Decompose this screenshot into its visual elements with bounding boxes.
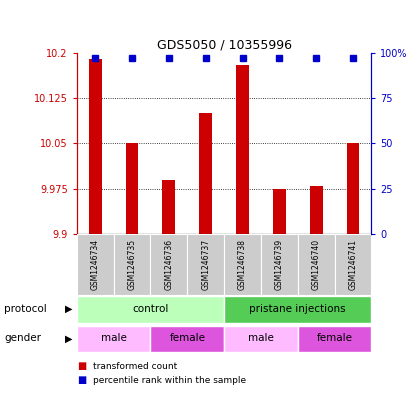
Text: ■: ■ xyxy=(77,375,86,385)
Text: GSM1246741: GSM1246741 xyxy=(349,239,357,290)
Text: GSM1246740: GSM1246740 xyxy=(312,239,321,290)
Text: GSM1246736: GSM1246736 xyxy=(164,239,173,290)
Text: ▶: ▶ xyxy=(65,304,72,314)
Bar xyxy=(298,234,334,295)
Bar xyxy=(298,326,371,352)
Bar xyxy=(126,143,139,234)
Bar xyxy=(310,185,322,234)
Bar xyxy=(236,65,249,234)
Bar xyxy=(224,296,371,323)
Text: ▶: ▶ xyxy=(65,333,72,343)
Text: GSM1246738: GSM1246738 xyxy=(238,239,247,290)
Text: GSM1246739: GSM1246739 xyxy=(275,239,284,290)
Bar xyxy=(199,113,212,234)
Bar xyxy=(77,296,224,323)
Text: protocol: protocol xyxy=(4,304,47,314)
Bar xyxy=(162,180,175,234)
Text: pristane injections: pristane injections xyxy=(249,304,346,314)
Text: percentile rank within the sample: percentile rank within the sample xyxy=(93,376,247,385)
Bar xyxy=(224,326,298,352)
Text: female: female xyxy=(317,333,353,343)
Bar xyxy=(334,234,371,295)
Text: gender: gender xyxy=(4,333,41,343)
Text: ■: ■ xyxy=(77,361,86,371)
Text: male: male xyxy=(248,333,274,343)
Bar xyxy=(114,234,151,295)
Text: GSM1246737: GSM1246737 xyxy=(201,239,210,290)
Text: GSM1246735: GSM1246735 xyxy=(127,239,137,290)
Bar xyxy=(273,189,286,234)
Text: transformed count: transformed count xyxy=(93,362,178,371)
Text: GSM1246734: GSM1246734 xyxy=(91,239,100,290)
Title: GDS5050 / 10355996: GDS5050 / 10355996 xyxy=(156,39,292,52)
Text: female: female xyxy=(169,333,205,343)
Bar xyxy=(77,326,151,352)
Bar xyxy=(151,234,187,295)
Bar xyxy=(224,234,261,295)
Text: control: control xyxy=(132,304,168,314)
Bar xyxy=(347,143,359,234)
Bar xyxy=(187,234,224,295)
Bar xyxy=(261,234,298,295)
Bar xyxy=(77,234,114,295)
Bar xyxy=(151,326,224,352)
Bar xyxy=(89,59,102,234)
Text: male: male xyxy=(101,333,127,343)
